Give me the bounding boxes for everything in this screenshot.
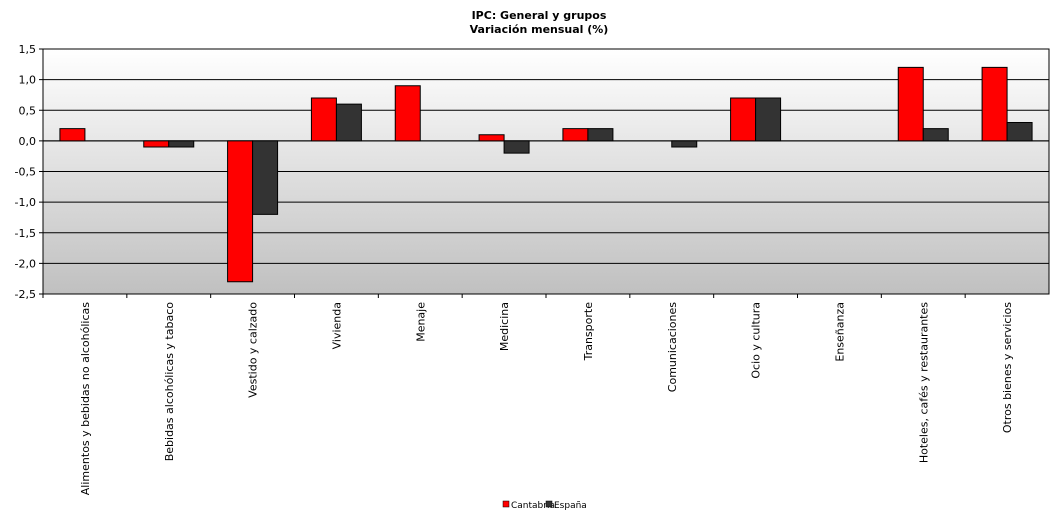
category-label: Bebidas alcohólicas y tabaco [163,302,176,462]
bar-españa [755,97,782,142]
y-axis: 1,5 1,0 0,5 0,0 -0,5 -1,0 -1,5 -2,0 -2,5 [15,43,43,301]
category-label: Transporte [582,302,595,362]
bar-españa [335,103,362,142]
bar-españa [503,140,530,154]
y-tick-label: 0,0 [19,135,37,148]
chart-subtitle: Variación mensual (%) [470,23,609,36]
legend: Cantabria España [502,500,587,511]
bar-españa [1006,122,1033,142]
bar-cantabria [394,85,421,142]
bar-españa [587,128,614,142]
bar-cantabria [897,66,924,142]
bar-españa [252,140,279,215]
y-tick-label: 1,5 [19,43,37,56]
category-label: Alimentos y bebidas no alcohólicas [79,302,92,495]
category-label: Hoteles, cafés y restaurantes [917,302,930,463]
bar-españa [671,140,698,148]
y-tick-label: -1,0 [15,196,36,209]
bars [59,66,1033,283]
category-label: Otros bienes y servicios [1001,302,1014,433]
category-label: Enseñanza [833,302,846,362]
legend-label: España [554,501,587,511]
bar-cantabria [478,134,505,142]
category-label: Vestido y calzado [247,302,260,398]
bar-españa [168,140,195,148]
chart-title: IPC: General y grupos [472,9,607,22]
bar-cantabria [59,128,86,142]
x-axis: Alimentos y bebidas no alcohólicas Bebida… [42,294,1014,495]
bar-cantabria [227,140,254,283]
y-tick-label: -0,5 [15,166,36,179]
bar-cantabria [143,140,170,148]
legend-swatch-cantabria [502,500,510,508]
category-label: Ocio y cultura [750,302,763,379]
y-tick-label: -2,5 [15,288,36,301]
category-label: Vivienda [330,302,343,349]
category-label: Comunicaciones [666,302,679,392]
y-tick-label: -2,0 [15,257,36,270]
y-tick-label: -1,5 [15,227,36,240]
bar-cantabria [562,128,589,142]
bar-cantabria [730,97,757,142]
y-tick-label: 1,0 [19,74,37,87]
y-tick-label: 0,5 [19,104,37,117]
category-label: Medicina [498,302,511,351]
bar-cantabria [310,97,337,142]
legend-label: Cantabria [511,501,555,511]
legend-swatch-españa [545,500,553,508]
grid-lines [43,79,1049,264]
bar-cantabria [981,66,1008,142]
bar-españa [922,128,949,142]
category-label: Menaje [414,302,427,342]
